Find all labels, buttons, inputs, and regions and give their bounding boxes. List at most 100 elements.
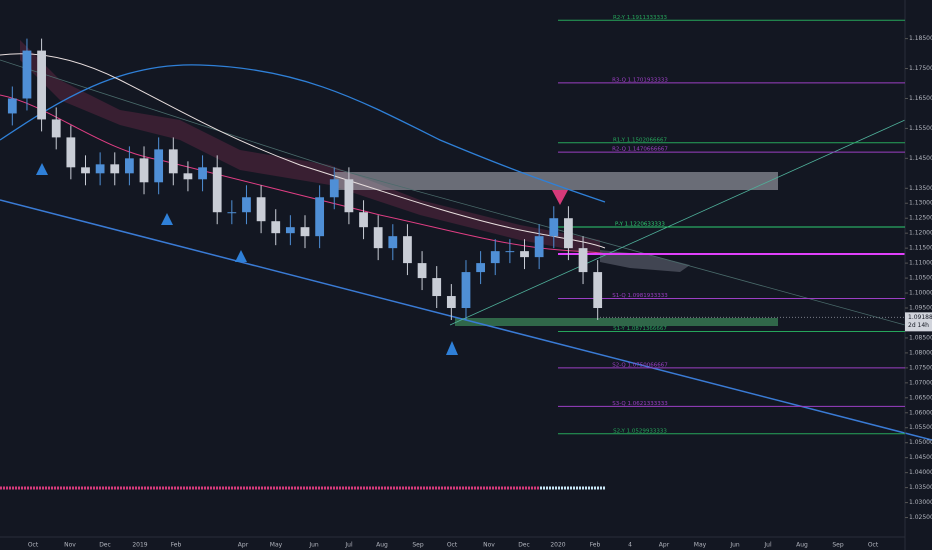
pivot-label: S2-Q 1.0750066667 <box>612 362 668 368</box>
y-tick-label: 1.09500 <box>909 305 932 312</box>
y-tick-label: 1.05500 <box>909 424 932 431</box>
candle-body <box>593 272 603 309</box>
x-tick-label: 4 <box>628 542 632 549</box>
y-tick-label: 1.03500 <box>909 484 932 491</box>
y-tick-label: 1.14500 <box>909 155 932 162</box>
candle-body <box>490 251 500 264</box>
x-tick-label: Jul <box>344 542 353 549</box>
candle-body <box>125 158 134 174</box>
signal-arrow <box>552 190 568 205</box>
candle-body <box>534 236 544 258</box>
y-tick-label: 1.02500 <box>909 514 932 521</box>
y-tick-label: 1.11000 <box>909 260 932 267</box>
x-tick-label: Dec <box>99 542 111 549</box>
candle-body <box>285 227 295 234</box>
last-price-tag <box>905 312 932 332</box>
candle-body <box>446 296 456 309</box>
candle-body <box>329 179 339 198</box>
y-tick-label: 1.07000 <box>909 379 932 386</box>
y-tick-label: 1.08000 <box>909 349 932 356</box>
pivot-label: R2-Y 1.1911333333 <box>613 15 668 21</box>
y-tick-label: 1.04000 <box>909 469 932 476</box>
candle-body <box>212 167 222 213</box>
moving-average <box>0 53 606 249</box>
y-tick-label: 1.06000 <box>909 409 932 416</box>
candle-body <box>242 197 251 213</box>
y-tick-label: 1.03000 <box>909 499 932 506</box>
pivot-label: R3-Q 1.1701933333 <box>612 77 668 83</box>
x-tick-label: Apr <box>238 542 249 549</box>
y-tick-label: 1.12000 <box>909 230 932 237</box>
candle-body <box>81 167 90 174</box>
candle-body <box>505 251 515 253</box>
y-tick-label: 1.13500 <box>909 185 932 192</box>
y-tick-label: 1.18500 <box>909 35 932 42</box>
y-tick-label: 1.17500 <box>909 65 932 72</box>
candle-body <box>373 227 383 249</box>
countdown-label: 2d 14h <box>908 322 929 329</box>
moving-average <box>0 64 606 203</box>
candle-body <box>95 164 105 174</box>
channel-line <box>0 199 932 441</box>
x-tick-label: Apr <box>659 542 670 549</box>
x-tick-label: 2020 <box>550 542 565 549</box>
x-tick-label: Jun <box>729 542 740 549</box>
x-tick-label: Oct <box>28 542 39 549</box>
x-tick-label: Nov <box>483 542 495 549</box>
y-tick-label: 1.10000 <box>909 290 932 297</box>
trend-line <box>0 59 341 171</box>
candle-body <box>227 212 237 214</box>
cloud <box>20 40 600 255</box>
candle-body <box>183 173 193 180</box>
pivot-label: P-Y 1.1220633333 <box>615 222 665 228</box>
pivot-label: S2-Y 1.0529933333 <box>613 428 667 434</box>
candle-body <box>564 218 573 249</box>
candle-body <box>22 50 32 99</box>
zone <box>335 172 778 190</box>
candle-body <box>154 149 164 183</box>
candle-body <box>256 197 266 222</box>
candle-body <box>432 278 442 297</box>
candle-body <box>403 236 412 264</box>
x-tick-label: Jul <box>763 542 772 549</box>
candle-body <box>461 272 471 309</box>
y-tick-label: 1.04500 <box>909 454 932 461</box>
y-tick-label: 1.06500 <box>909 394 932 401</box>
pivot-label: R1-Y 1.1502066667 <box>613 137 668 143</box>
x-tick-label: Nov <box>64 542 76 549</box>
candle-body <box>549 218 559 237</box>
cloud <box>600 250 690 272</box>
y-tick-label: 1.10500 <box>909 275 932 282</box>
x-tick-label: May <box>694 542 707 549</box>
candle-body <box>388 236 398 249</box>
y-tick-label: 1.15500 <box>909 125 932 132</box>
candle-body <box>7 98 17 114</box>
pivot-label: S1-Y 1.0871366667 <box>613 326 667 332</box>
candle-body <box>417 263 427 279</box>
pivot-label: S1-Q 1.0981933333 <box>612 293 668 299</box>
x-tick-label: Aug <box>376 542 388 549</box>
candle-body <box>315 197 325 237</box>
candle-body <box>271 221 281 234</box>
candle-body <box>300 227 310 237</box>
candle-body <box>578 248 588 273</box>
x-tick-label: Feb <box>590 542 601 549</box>
y-tick-label: 1.13000 <box>909 200 932 207</box>
x-tick-label: May <box>270 542 283 549</box>
candle-body <box>51 119 61 138</box>
x-tick-label: Oct <box>868 542 879 549</box>
candle-body <box>66 137 76 168</box>
candle-body <box>168 149 178 174</box>
candle-body <box>476 263 485 273</box>
y-tick-label: 1.07500 <box>909 364 932 371</box>
y-tick-label: 1.16500 <box>909 95 932 102</box>
x-tick-label: Sep <box>832 542 844 549</box>
x-tick-label: Oct <box>447 542 458 549</box>
x-tick-label: Jun <box>308 542 319 549</box>
candle-body <box>110 164 120 174</box>
trend-line <box>449 119 906 326</box>
x-tick-label: Dec <box>518 542 530 549</box>
x-tick-label: Aug <box>796 542 808 549</box>
